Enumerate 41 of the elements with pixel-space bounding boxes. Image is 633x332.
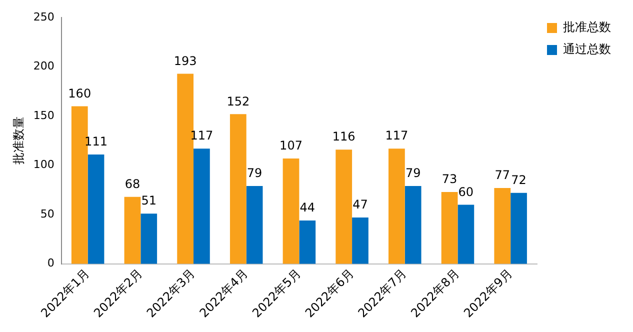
legend-label: 批准总数 [563, 20, 611, 34]
bar [458, 204, 474, 264]
data-label: 79 [405, 166, 421, 180]
bar [88, 154, 104, 264]
y-tick-label: 150 [33, 108, 54, 122]
y-tick-label: 0 [47, 256, 54, 270]
data-label: 73 [442, 172, 458, 186]
bar [299, 220, 316, 264]
data-label: 44 [300, 200, 316, 215]
bar [441, 192, 458, 264]
data-label: 68 [124, 177, 140, 191]
bar [246, 186, 263, 264]
data-label: 193 [174, 54, 197, 68]
data-label: 72 [511, 173, 526, 188]
bar [494, 188, 511, 264]
data-label: 152 [226, 94, 250, 108]
bar [124, 196, 141, 264]
data-label: 77 [494, 168, 510, 182]
y-tick-label: 250 [33, 10, 54, 24]
y-tick-label: 100 [33, 158, 54, 172]
bar [230, 114, 246, 264]
data-label: 60 [458, 184, 474, 199]
bar [282, 158, 300, 264]
legend-label: 通过总数 [563, 42, 611, 56]
data-label: 117 [385, 128, 408, 143]
bar [404, 186, 422, 264]
bar [336, 150, 352, 264]
bar [140, 214, 158, 264]
data-label: 51 [141, 194, 156, 208]
data-label: 47 [352, 198, 368, 212]
data-label: 116 [332, 130, 356, 144]
bar [352, 218, 368, 264]
data-label: 160 [68, 86, 92, 100]
bar [510, 192, 527, 264]
y-axis-title: 批准数量 [11, 116, 26, 165]
data-label: 79 [246, 166, 262, 180]
y-tick-label: 200 [33, 60, 54, 73]
data-label: 107 [280, 138, 302, 153]
bar [388, 148, 405, 264]
bar [194, 148, 210, 264]
y-tick-label: 50 [40, 207, 54, 220]
